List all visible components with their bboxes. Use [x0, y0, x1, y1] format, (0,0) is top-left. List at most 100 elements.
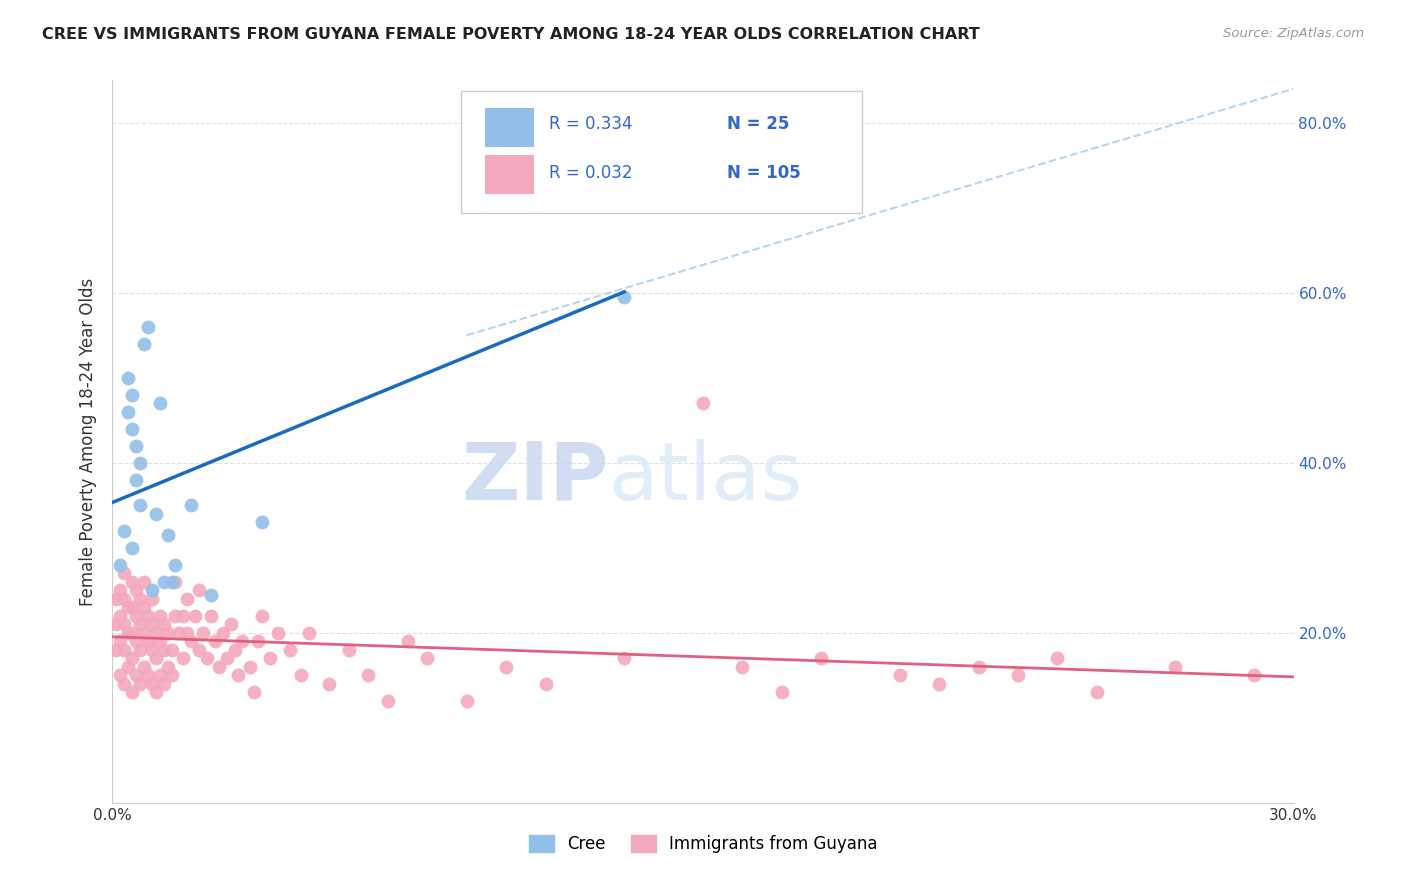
Point — [125, 439, 148, 453]
Point — [243, 685, 266, 699]
Point — [250, 608, 273, 623]
Point — [160, 574, 183, 589]
Point — [149, 668, 172, 682]
Point — [188, 583, 211, 598]
Point — [149, 634, 172, 648]
Y-axis label: Female Poverty Among 18-24 Year Olds: Female Poverty Among 18-24 Year Olds — [79, 277, 97, 606]
Point — [172, 651, 194, 665]
Point — [145, 625, 167, 640]
Point — [613, 651, 636, 665]
Point — [172, 608, 194, 623]
Point — [117, 660, 139, 674]
Text: Source: ZipAtlas.com: Source: ZipAtlas.com — [1223, 27, 1364, 40]
FancyBboxPatch shape — [485, 108, 534, 147]
Point — [176, 625, 198, 640]
Point — [132, 600, 155, 615]
Point — [152, 617, 174, 632]
Point — [416, 651, 439, 665]
Point — [156, 660, 179, 674]
Text: R = 0.334: R = 0.334 — [550, 115, 633, 133]
Point — [169, 625, 191, 640]
Point — [200, 608, 222, 623]
Point — [125, 668, 148, 682]
Point — [152, 677, 174, 691]
Point — [112, 617, 135, 632]
Text: N = 25: N = 25 — [727, 115, 789, 133]
Text: N = 105: N = 105 — [727, 164, 800, 182]
Point — [129, 498, 152, 512]
Point — [1243, 668, 1265, 682]
Point — [117, 371, 139, 385]
Point — [613, 290, 636, 304]
Point — [191, 625, 214, 640]
Point — [231, 634, 253, 648]
Point — [110, 583, 132, 598]
Point — [132, 660, 155, 674]
Point — [145, 507, 167, 521]
Point — [290, 668, 312, 682]
Point — [141, 591, 163, 606]
Point — [247, 634, 270, 648]
Point — [928, 677, 950, 691]
Point — [105, 617, 128, 632]
Point — [136, 634, 159, 648]
Point — [121, 600, 143, 615]
Point — [188, 642, 211, 657]
Point — [152, 574, 174, 589]
Point — [215, 651, 238, 665]
FancyBboxPatch shape — [485, 154, 534, 194]
Point — [224, 642, 246, 657]
Point — [112, 642, 135, 657]
Point — [770, 685, 793, 699]
Point — [121, 541, 143, 555]
Point — [132, 574, 155, 589]
Point — [184, 608, 207, 623]
Point — [112, 566, 135, 581]
Text: atlas: atlas — [609, 439, 803, 516]
Point — [110, 608, 132, 623]
Point — [156, 625, 179, 640]
Point — [1164, 660, 1187, 674]
Point — [692, 192, 714, 206]
Point — [357, 668, 380, 682]
Point — [149, 608, 172, 623]
Point — [129, 617, 152, 632]
Point — [259, 651, 281, 665]
Point — [456, 694, 478, 708]
Point — [117, 600, 139, 615]
Point — [396, 634, 419, 648]
Legend: Cree, Immigrants from Guyana: Cree, Immigrants from Guyana — [522, 828, 884, 860]
Point — [298, 625, 321, 640]
Point — [125, 473, 148, 487]
Point — [129, 677, 152, 691]
Point — [165, 558, 187, 572]
Point — [318, 677, 340, 691]
Point — [160, 668, 183, 682]
Point — [149, 396, 172, 410]
Point — [112, 591, 135, 606]
Point — [125, 583, 148, 598]
Point — [534, 677, 557, 691]
Text: R = 0.032: R = 0.032 — [550, 164, 633, 182]
Point — [176, 591, 198, 606]
Point — [141, 617, 163, 632]
Point — [121, 574, 143, 589]
Point — [267, 625, 290, 640]
Point — [129, 456, 152, 470]
Point — [105, 642, 128, 657]
Point — [180, 498, 202, 512]
Point — [141, 677, 163, 691]
Text: CREE VS IMMIGRANTS FROM GUYANA FEMALE POVERTY AMONG 18-24 YEAR OLDS CORRELATION : CREE VS IMMIGRANTS FROM GUYANA FEMALE PO… — [42, 27, 980, 42]
Point — [1085, 685, 1108, 699]
Point — [967, 660, 990, 674]
Point — [141, 642, 163, 657]
Point — [337, 642, 360, 657]
Point — [141, 583, 163, 598]
Point — [208, 660, 231, 674]
Point — [180, 634, 202, 648]
Point — [112, 677, 135, 691]
Text: ZIP: ZIP — [461, 439, 609, 516]
Point — [110, 558, 132, 572]
Point — [112, 524, 135, 538]
Point — [156, 528, 179, 542]
